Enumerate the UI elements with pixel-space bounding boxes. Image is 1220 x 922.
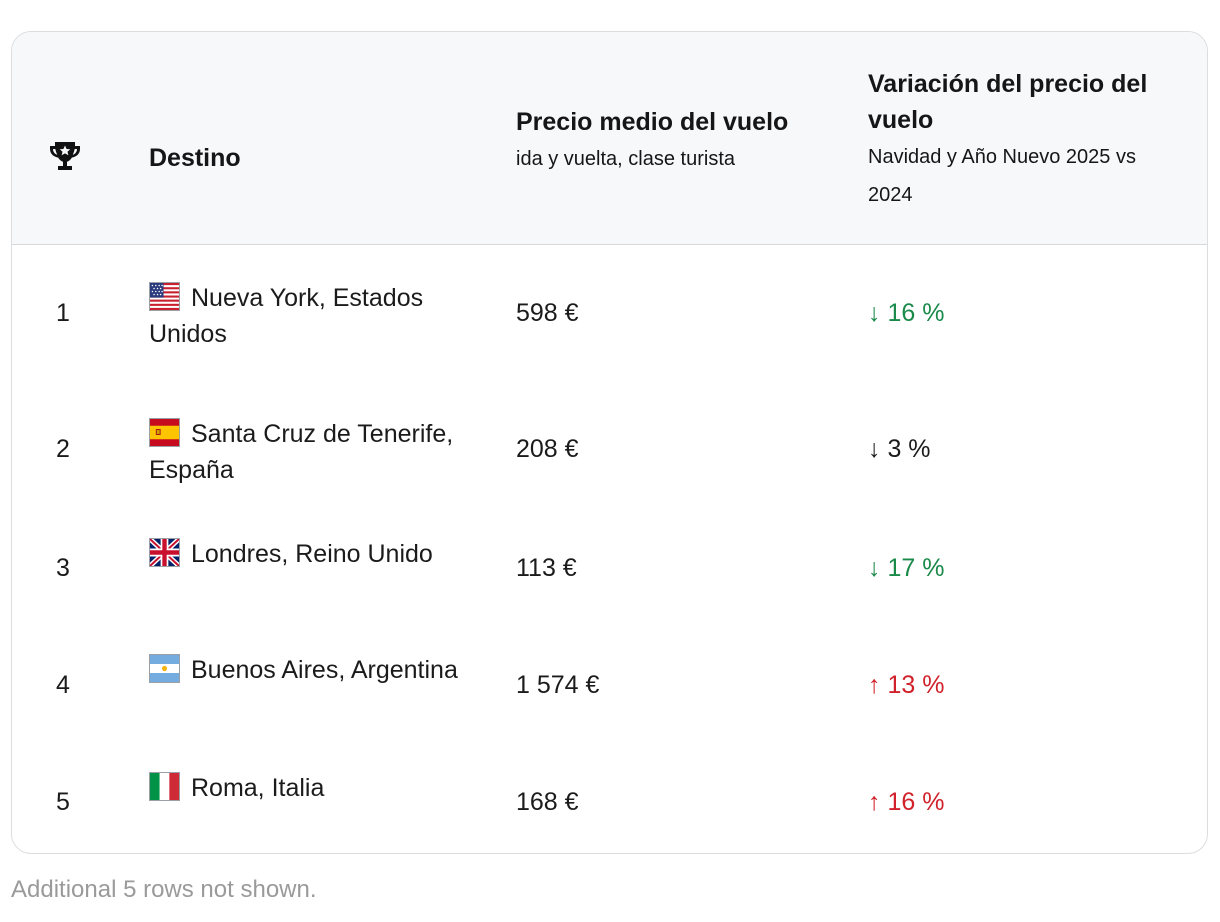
row-price: 598 € <box>516 299 579 327</box>
row-price: 208 € <box>516 435 579 463</box>
arrow-down-icon: ↓ <box>868 554 881 582</box>
row-price: 168 € <box>516 788 579 816</box>
it-flag-icon <box>149 772 180 801</box>
row-change: ↓ 16 % <box>868 299 944 328</box>
row-change-value: 13 % <box>887 671 945 699</box>
header-destination: Destino <box>149 144 241 172</box>
row-change-value: 3 % <box>887 435 931 463</box>
row-destination-name: Santa Cruz de Tenerife, España <box>149 420 454 484</box>
row-rank: 3 <box>56 554 70 582</box>
arrow-up-icon: ↑ <box>868 788 881 816</box>
gb-flag-icon <box>149 538 180 567</box>
header-price-title: Precio medio del vuelo <box>516 108 789 136</box>
row-destination: Santa Cruz de Tenerife, España <box>149 416 479 488</box>
arrow-up-icon: ↑ <box>868 671 881 699</box>
header-price: Precio medio del vuelo ida y vuelta, cla… <box>516 104 816 178</box>
us-flag-icon <box>149 282 180 311</box>
row-change: ↓ 17 % <box>868 554 944 583</box>
header-variation-subtitle: Navidad y Año Nuevo 2025 vs 2024 <box>868 146 1136 206</box>
ranking-table: Destino Precio medio del vuelo ida y vue… <box>11 31 1208 854</box>
row-destination: Roma, Italia <box>149 770 479 806</box>
header-variation-title: Variación del precio del vuelo <box>868 70 1148 134</box>
trophy-icon <box>50 142 80 170</box>
row-destination: Nueva York, Estados Unidos <box>149 280 479 352</box>
row-rank: 2 <box>56 435 70 463</box>
row-change-value: 16 % <box>887 299 945 327</box>
row-change-value: 17 % <box>887 554 945 582</box>
row-destination-name: Londres, Reino Unido <box>191 540 433 568</box>
row-change-value: 16 % <box>887 788 945 816</box>
row-destination-name: Buenos Aires, Argentina <box>191 656 458 684</box>
row-change: ↑ 13 % <box>868 671 944 700</box>
row-rank: 1 <box>56 299 70 327</box>
arrow-down-icon: ↓ <box>868 435 881 463</box>
row-rank: 4 <box>56 671 70 699</box>
row-destination: Londres, Reino Unido <box>149 536 479 572</box>
row-price: 113 € <box>516 554 577 582</box>
header-price-subtitle: ida y vuelta, clase turista <box>516 148 735 170</box>
row-destination: Buenos Aires, Argentina <box>149 652 479 688</box>
row-price: 1 574 € <box>516 671 600 699</box>
row-destination-name: Roma, Italia <box>191 774 325 802</box>
ar-flag-icon <box>149 654 180 683</box>
row-change: ↓ 3 % <box>868 435 931 464</box>
row-destination-name: Nueva York, Estados Unidos <box>149 284 424 348</box>
arrow-down-icon: ↓ <box>868 299 881 327</box>
table-header: Destino Precio medio del vuelo ida y vue… <box>12 32 1207 245</box>
row-change: ↑ 16 % <box>868 788 944 817</box>
header-variation: Variación del precio del vuelo Navidad y… <box>868 66 1168 214</box>
es-flag-icon <box>149 418 180 447</box>
row-rank: 5 <box>56 788 70 816</box>
table-footnote: Additional 5 rows not shown. <box>11 876 317 903</box>
